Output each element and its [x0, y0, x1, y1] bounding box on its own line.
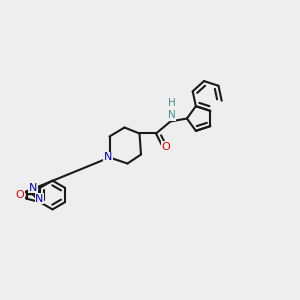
Text: O: O [161, 142, 170, 152]
Text: N: N [35, 194, 44, 204]
Text: N: N [29, 183, 37, 193]
Text: H
N: H N [168, 98, 176, 120]
Text: O: O [16, 190, 24, 200]
Text: N: N [104, 152, 112, 163]
